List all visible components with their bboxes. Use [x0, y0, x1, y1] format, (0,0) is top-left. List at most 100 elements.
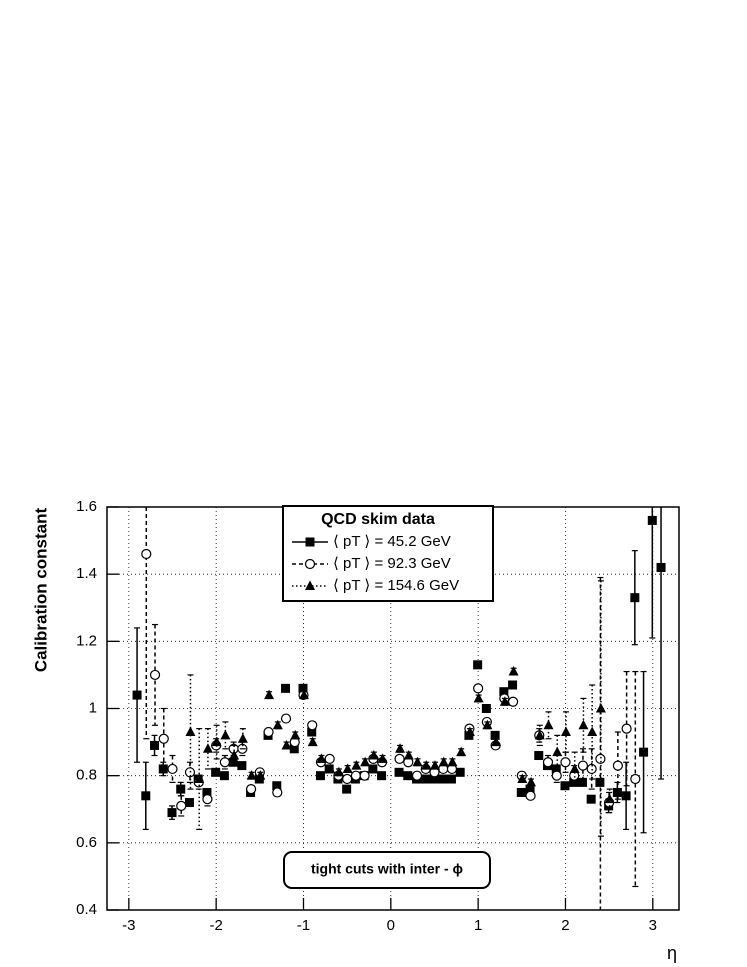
- data-point: [456, 746, 467, 757]
- data-point: [578, 719, 589, 730]
- y-tick-label: 0.4: [76, 901, 97, 918]
- data-point: [220, 729, 231, 740]
- data-point: [630, 593, 640, 603]
- data-point: [429, 760, 440, 770]
- y-tick-label: 1.4: [76, 565, 97, 582]
- data-point: [438, 774, 448, 784]
- data-point: [525, 784, 535, 794]
- data-point: [324, 753, 335, 764]
- data-point: [377, 753, 388, 763]
- data-point: [560, 757, 571, 768]
- y-tick-label: 1.2: [76, 632, 97, 649]
- data-point: [264, 689, 275, 700]
- data-point: [289, 744, 299, 754]
- data-point: [219, 757, 230, 768]
- data-point: [202, 794, 213, 805]
- data-point: [394, 767, 404, 777]
- data-point: [621, 791, 631, 801]
- data-point: [359, 770, 370, 781]
- data-point: [587, 726, 598, 737]
- data-point: [228, 757, 238, 767]
- y-axis-label: Calibration constant: [31, 507, 50, 672]
- data-point: [167, 763, 178, 775]
- x-tick-label: 0: [387, 917, 395, 934]
- data-point: [307, 720, 318, 731]
- data-point: [342, 773, 353, 785]
- data-point: [368, 750, 379, 760]
- data-point: [438, 756, 449, 767]
- data-point: [237, 761, 247, 771]
- data-point: [167, 808, 177, 818]
- data-point: [542, 757, 554, 768]
- data-point: [141, 791, 151, 801]
- x-tick-label: 2: [561, 917, 569, 934]
- data-point: [316, 753, 327, 763]
- data-point: [194, 773, 205, 784]
- data-point: [219, 771, 229, 781]
- data-point: [281, 683, 291, 693]
- data-point: [237, 733, 248, 743]
- x-tick-label: 3: [649, 917, 657, 934]
- data-point: [395, 743, 406, 753]
- data-point: [455, 767, 465, 777]
- data-point: [543, 719, 554, 730]
- data-point: [491, 736, 502, 747]
- legend-label: ⟨ pT ⟩ = 154.6 GeV: [333, 577, 459, 594]
- data-point: [569, 763, 580, 773]
- annotation: tight cuts with inter - ϕ: [311, 861, 463, 877]
- data-point: [307, 727, 317, 737]
- data-point: [473, 692, 484, 703]
- data-point: [350, 770, 361, 781]
- data-point: [508, 666, 519, 676]
- data-point: [360, 756, 371, 767]
- data-point: [315, 771, 325, 781]
- data-point: [132, 690, 142, 700]
- x-tick-label: 1: [474, 917, 482, 934]
- data-point: [647, 515, 657, 525]
- data-point: [612, 760, 623, 771]
- data-point: [325, 763, 336, 773]
- legend-marker: [305, 580, 315, 590]
- legend-marker: [305, 537, 315, 547]
- data-point: [229, 750, 240, 760]
- y-tick-label: 0.6: [76, 834, 97, 851]
- data-point: [298, 683, 308, 693]
- data-point: [202, 743, 213, 753]
- data-point: [525, 790, 536, 801]
- x-tick-label: -3: [122, 917, 135, 934]
- data-point: [403, 750, 414, 760]
- data-point: [517, 773, 528, 784]
- data-point: [246, 770, 257, 780]
- x-tick-label: -2: [209, 917, 222, 934]
- legend-label: ⟨ pT ⟩ = 45.2 GeV: [333, 533, 451, 550]
- data-point: [551, 770, 562, 781]
- data-point: [263, 726, 274, 738]
- legend: QCD skim data ⟨ pT ⟩ = 45.2 GeV ⟨ pT ⟩ = …: [282, 505, 494, 602]
- data-point: [342, 763, 353, 773]
- legend-label: ⟨ pT ⟩ = 92.3 GeV: [333, 555, 451, 572]
- data-point: [421, 760, 432, 770]
- data-point: [604, 793, 615, 804]
- data-point: [630, 773, 641, 785]
- data-point: [272, 719, 283, 730]
- data-point: [377, 771, 387, 781]
- data-point: [176, 784, 186, 794]
- data-point: [482, 719, 493, 730]
- data-point: [612, 787, 622, 797]
- x-axis-label: η: [667, 943, 677, 963]
- y-tick-label: 1: [89, 699, 97, 716]
- data-point: [446, 774, 456, 784]
- data-point: [368, 764, 378, 774]
- y-tick-label: 1.6: [76, 498, 97, 515]
- data-point: [534, 729, 545, 740]
- y-tick-label: 0.8: [76, 767, 97, 784]
- data-point: [184, 798, 194, 808]
- data-point: [333, 766, 344, 777]
- data-point: [508, 680, 518, 690]
- data-point: [447, 756, 458, 767]
- data-point: [149, 669, 161, 681]
- data-point: [394, 753, 405, 764]
- data-point: [158, 733, 169, 744]
- data-point: [656, 562, 666, 572]
